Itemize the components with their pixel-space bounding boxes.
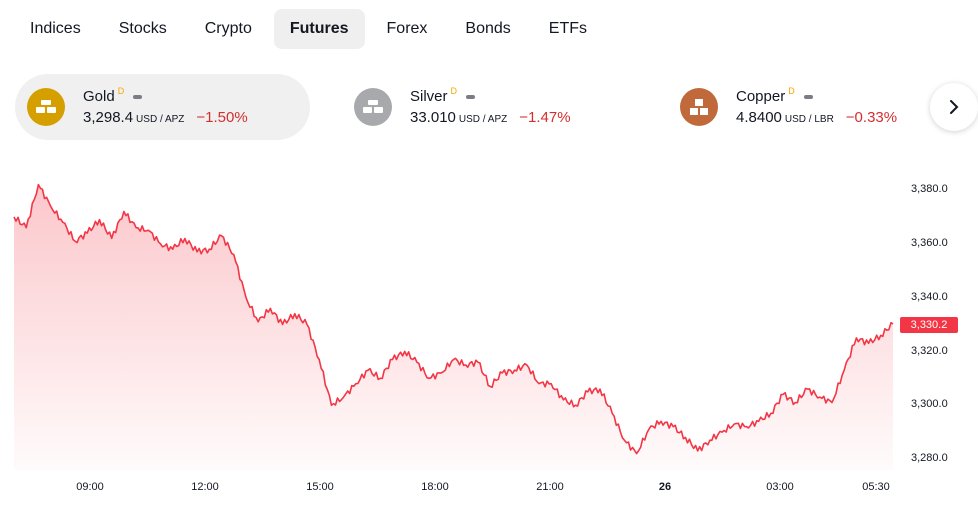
- scroll-right-button[interactable]: [930, 83, 978, 131]
- card-unit: USD / APZ: [136, 114, 185, 125]
- tab-stocks[interactable]: Stocks: [118, 20, 167, 37]
- x-tick-label: 03:00: [766, 481, 794, 493]
- last-price-tag: 3,330.2: [900, 317, 958, 333]
- chevron-right-icon: [950, 100, 959, 114]
- x-tick-label: 15:00: [306, 481, 334, 493]
- card-gold[interactable]: Gold D 3,298.4 USD / APZ −1.50%: [15, 74, 310, 140]
- market-tabs: Indices Stocks Crypto Futures Forex Bonds ETFs: [14, 9, 609, 49]
- tab-futures[interactable]: Futures: [273, 9, 365, 49]
- delayed-badge: D: [788, 85, 795, 96]
- tab-bonds[interactable]: Bonds: [465, 20, 511, 37]
- tab-forex[interactable]: Forex: [386, 20, 428, 37]
- futures-cards: Gold D 3,298.4 USD / APZ −1.50% Silver D 33.…: [15, 74, 978, 140]
- x-tick-label: 18:00: [421, 481, 449, 493]
- y-tick-label: 3,280.0: [911, 452, 948, 464]
- price-line: [13, 183, 894, 455]
- card-silver[interactable]: Silver D 33.010 USD / APZ −1.47%: [342, 74, 612, 140]
- delayed-badge: D: [450, 85, 458, 96]
- card-name: Copper: [736, 88, 786, 105]
- tab-etfs[interactable]: ETFs: [548, 20, 588, 37]
- x-tick-label: 05:30: [862, 481, 890, 493]
- y-tick-label: 3,340.0: [911, 291, 948, 303]
- card-price: 3,298.4: [83, 109, 134, 126]
- card-price: 4.8400: [736, 109, 782, 126]
- card-unit: USD / LBR: [784, 114, 834, 125]
- copper-blocks-icon: [680, 88, 718, 126]
- card-change: −0.33%: [845, 109, 898, 126]
- card-change: −1.50%: [196, 109, 248, 126]
- y-tick-label: 3,380.0: [911, 183, 948, 195]
- y-tick-label: 3,300.0: [911, 398, 948, 410]
- dash-icon: [803, 94, 813, 99]
- y-tick-label: 3,360.0: [911, 237, 948, 249]
- tab-indices[interactable]: Indices: [30, 20, 81, 37]
- dash-icon: [133, 94, 143, 99]
- x-tick-label: 21:00: [536, 481, 564, 493]
- dash-icon: [466, 94, 476, 99]
- y-tick-label: 3,320.0: [911, 345, 948, 357]
- x-tick-label: 26: [658, 481, 672, 493]
- card-copper[interactable]: Copper D 4.8400 USD / LBR −0.33%: [668, 74, 938, 140]
- card-name: Gold: [83, 88, 115, 105]
- delayed-badge: D: [117, 85, 125, 96]
- card-name: Silver: [410, 88, 448, 105]
- card-price: 33.010: [410, 109, 456, 126]
- x-tick-label: 12:00: [191, 481, 219, 493]
- price-area: [14, 184, 893, 470]
- gold-bars-icon: [27, 88, 65, 126]
- silver-bars-icon: [354, 88, 392, 126]
- card-unit: USD / APZ: [458, 114, 508, 125]
- tab-crypto[interactable]: Crypto: [204, 20, 252, 37]
- x-tick-label: 09:00: [76, 481, 104, 493]
- price-chart[interactable]: [0, 170, 978, 500]
- card-change: −1.47%: [519, 109, 571, 126]
